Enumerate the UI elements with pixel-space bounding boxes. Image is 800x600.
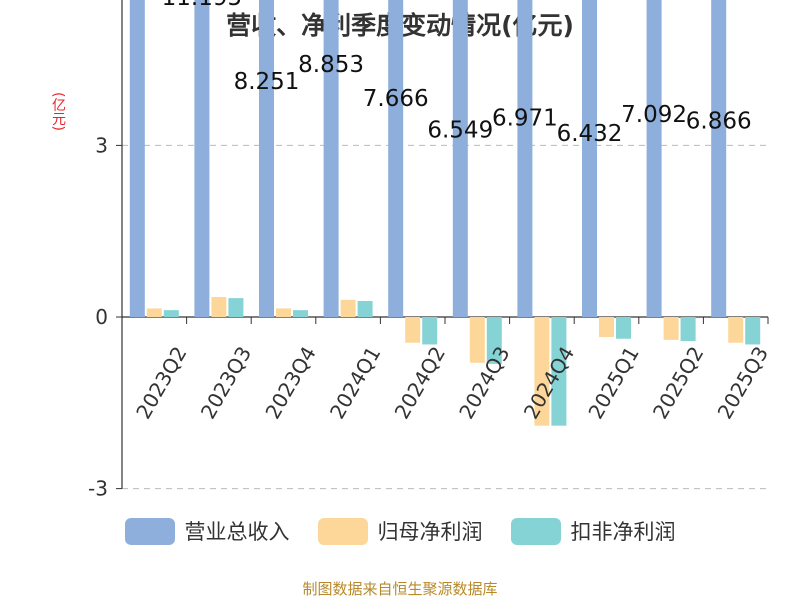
data-label: 7.666 bbox=[363, 86, 429, 112]
legend-item-deducted-profit[interactable]: 扣非净利润 bbox=[510, 516, 676, 546]
bar-0-2023Q3 bbox=[194, 0, 210, 317]
bar-0-2024Q4 bbox=[517, 0, 533, 318]
data-label: 8.853 bbox=[298, 52, 364, 78]
bar-1-2025Q1 bbox=[599, 317, 614, 338]
bar-2-2025Q2 bbox=[680, 317, 696, 342]
bar-0-2025Q2 bbox=[646, 0, 662, 318]
x-category-label: 2023Q3 bbox=[196, 342, 256, 423]
x-category-label: 2025Q1 bbox=[583, 342, 643, 423]
y-axis-unit-label: (亿元) bbox=[50, 92, 66, 131]
legend-label-net-profit: 归母净利润 bbox=[377, 520, 483, 544]
y-tick-label: -3 bbox=[88, 477, 108, 501]
bar-1-2023Q3 bbox=[211, 296, 227, 317]
legend-item-revenue[interactable]: 营业总收入 bbox=[124, 516, 290, 546]
legend-label-deducted-profit: 扣非净利润 bbox=[570, 520, 676, 544]
legend-swatch-net-profit bbox=[317, 517, 368, 545]
x-category-label: 2025Q3 bbox=[713, 342, 773, 423]
bar-0-2025Q3 bbox=[711, 0, 727, 317]
bar-1-2024Q3 bbox=[469, 317, 485, 363]
data-label: 6.432 bbox=[557, 121, 623, 147]
bar-1-2024Q2 bbox=[405, 317, 421, 343]
legend-label-revenue: 营业总收入 bbox=[184, 520, 290, 544]
x-category-label: 2024Q2 bbox=[390, 342, 450, 423]
bar-1-2025Q3 bbox=[728, 317, 744, 343]
legend-swatch-revenue bbox=[124, 517, 175, 545]
bar-2-2023Q2 bbox=[163, 310, 179, 317]
data-label: 11.195 bbox=[162, 0, 242, 11]
bar-1-2023Q4 bbox=[276, 308, 291, 317]
bar-2-2025Q3 bbox=[745, 317, 761, 345]
data-label: 8.251 bbox=[234, 69, 300, 95]
y-tick-label: 0 bbox=[95, 305, 108, 329]
bar-2-2024Q4 bbox=[551, 317, 567, 426]
bar-0-2024Q1 bbox=[323, 0, 339, 317]
legend: 营业总收入 归母净利润 扣非净利润 bbox=[0, 516, 800, 546]
data-label: 6.971 bbox=[492, 106, 558, 132]
bar-2-2023Q3 bbox=[228, 298, 244, 317]
bar-0-2025Q1 bbox=[582, 0, 597, 317]
bar-0-2024Q3 bbox=[452, 0, 468, 317]
x-category-label: 2025Q2 bbox=[648, 342, 708, 423]
x-category-label: 2023Q2 bbox=[131, 342, 191, 423]
data-label: 6.866 bbox=[686, 109, 752, 135]
x-category-label: 2024Q1 bbox=[325, 342, 385, 423]
bar-1-2025Q2 bbox=[663, 317, 679, 340]
bar-2-2023Q4 bbox=[293, 310, 308, 317]
bar-2-2025Q1 bbox=[616, 317, 631, 339]
y-tick-label: 3 bbox=[95, 133, 108, 157]
x-category-label: 2023Q4 bbox=[260, 342, 320, 423]
bar-2-2024Q1 bbox=[357, 300, 373, 317]
bar-1-2024Q1 bbox=[340, 299, 356, 317]
data-source-note: 制图数据来自恒生聚源数据库 bbox=[302, 580, 498, 598]
legend-item-net-profit[interactable]: 归母净利润 bbox=[317, 516, 483, 546]
bar-0-2023Q4 bbox=[259, 0, 274, 318]
legend-swatch-deducted-profit bbox=[510, 517, 561, 545]
bar-0-2023Q2 bbox=[129, 0, 145, 317]
data-label: 6.549 bbox=[427, 118, 493, 144]
data-label: 7.092 bbox=[621, 102, 687, 128]
bar-2-2024Q3 bbox=[486, 317, 502, 364]
bar-0-2024Q2 bbox=[388, 0, 404, 318]
bar-1-2023Q2 bbox=[146, 308, 162, 317]
bar-1-2024Q4 bbox=[534, 317, 550, 426]
bar-2-2024Q2 bbox=[422, 317, 438, 345]
